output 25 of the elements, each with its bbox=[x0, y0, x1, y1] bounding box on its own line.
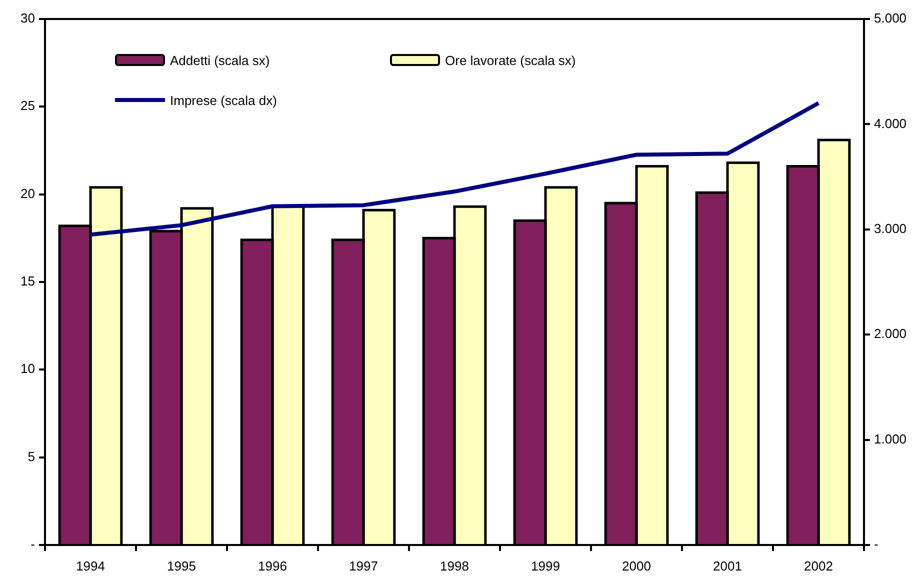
x-tick-label: 1998 bbox=[440, 558, 469, 574]
legend-label: Ore lavorate (scala sx) bbox=[445, 52, 576, 68]
y-tick-label: 15 bbox=[20, 274, 35, 289]
y-tick-label: 30 bbox=[20, 10, 35, 26]
x-tick-label: 2000 bbox=[622, 558, 651, 574]
y2-tick-label: 4.000 bbox=[874, 116, 907, 131]
y2-tick-label: 2.000 bbox=[874, 326, 907, 342]
y-tick-label: 5 bbox=[28, 448, 35, 464]
x-tick-label: 2001 bbox=[713, 558, 742, 574]
y-tick-label: 20 bbox=[20, 186, 35, 201]
legend-label: Imprese (scala dx) bbox=[170, 92, 277, 108]
y2-tick-label: 3.000 bbox=[874, 220, 907, 236]
y2-tick-label: 5.000 bbox=[874, 10, 907, 26]
y2-tick-label: 1.000 bbox=[874, 431, 907, 446]
x-tick-label: 1996 bbox=[258, 558, 287, 574]
x-tick-label: 1999 bbox=[531, 558, 560, 574]
legend-label: Addetti (scala sx) bbox=[170, 52, 270, 68]
x-tick-label: 2002 bbox=[804, 558, 833, 574]
y-tick-label: - bbox=[30, 536, 35, 552]
x-tick-label: 1997 bbox=[349, 558, 378, 574]
y-tick-label: 25 bbox=[20, 98, 35, 114]
x-tick-label: 1994 bbox=[76, 558, 105, 574]
y2-tick-label: - bbox=[874, 536, 878, 552]
x-tick-label: 1995 bbox=[167, 558, 196, 574]
y-tick-label: 10 bbox=[20, 361, 35, 376]
